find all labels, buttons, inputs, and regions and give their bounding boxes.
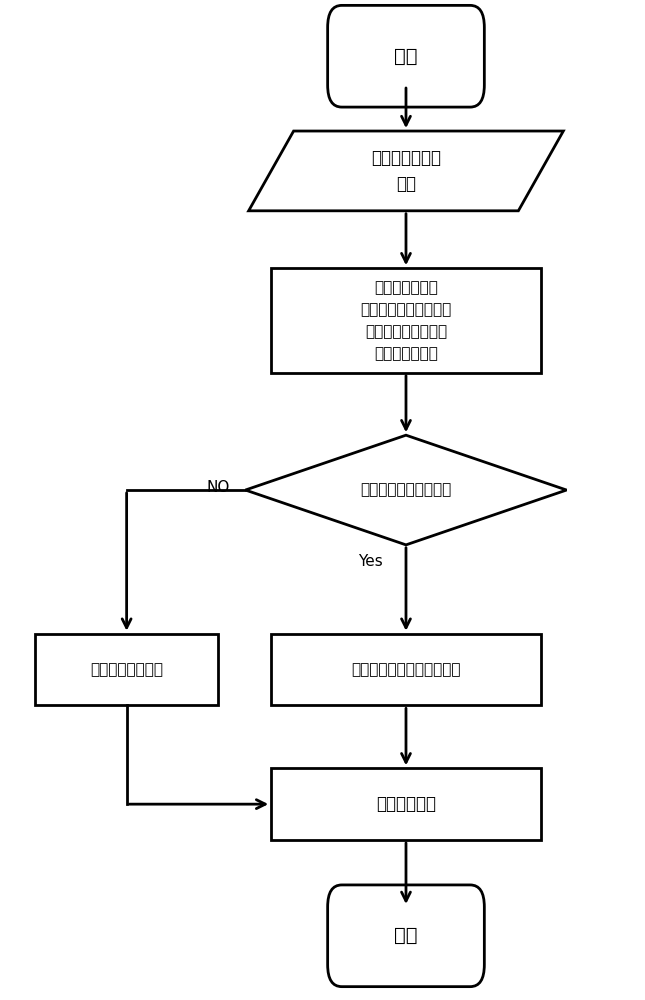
- Text: 输入待分析信号
波形: 输入待分析信号 波形: [371, 149, 441, 193]
- Bar: [271, 268, 541, 373]
- Text: 结束: 结束: [394, 926, 418, 945]
- FancyBboxPatch shape: [328, 885, 484, 987]
- Polygon shape: [248, 131, 563, 211]
- Bar: [271, 768, 541, 840]
- FancyBboxPatch shape: [328, 5, 484, 107]
- Bar: [35, 634, 218, 705]
- Text: 机器视觉特征识别: 机器视觉特征识别: [90, 662, 163, 677]
- Text: NO: NO: [206, 480, 230, 495]
- Text: 使用匹配处理程序进行处理: 使用匹配处理程序进行处理: [352, 662, 461, 677]
- Polygon shape: [246, 435, 566, 545]
- Text: 存在搜索匹配处理程序: 存在搜索匹配处理程序: [361, 483, 451, 498]
- Text: Yes: Yes: [358, 554, 383, 569]
- Text: 生成处理报告: 生成处理报告: [376, 795, 436, 813]
- Text: 提取信号波形的
类型信息、采集频率、
采集精度、采集长度
进行知识库搜索: 提取信号波形的 类型信息、采集频率、 采集精度、采集长度 进行知识库搜索: [361, 280, 451, 361]
- Text: 开始: 开始: [394, 47, 418, 66]
- Bar: [271, 634, 541, 705]
